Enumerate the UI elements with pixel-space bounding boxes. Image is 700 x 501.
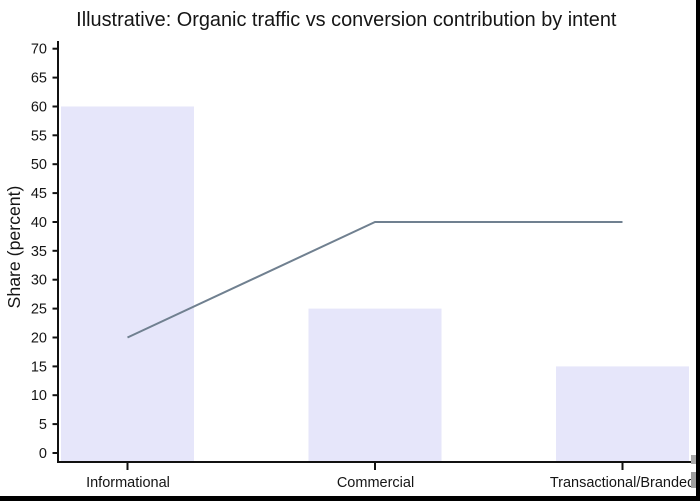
svg-text:65: 65 [31, 71, 47, 87]
svg-text:25: 25 [31, 302, 47, 318]
svg-text:15: 15 [31, 359, 47, 375]
svg-text:30: 30 [31, 273, 47, 289]
svg-text:60: 60 [31, 100, 47, 116]
svg-text:Illustrative: Organic traffic: Illustrative: Organic traffic vs convers… [76, 9, 617, 31]
svg-text:40: 40 [31, 215, 47, 231]
svg-text:Transactional/Branded: Transactional/Branded [550, 475, 695, 491]
svg-text:5: 5 [39, 417, 47, 433]
svg-text:55: 55 [31, 128, 47, 144]
svg-text:Share (percent): Share (percent) [4, 186, 24, 309]
svg-text:Informational: Informational [86, 475, 170, 491]
svg-text:50: 50 [31, 157, 47, 173]
svg-text:10: 10 [31, 388, 47, 404]
svg-text:Commercial: Commercial [337, 475, 414, 491]
svg-text:70: 70 [31, 42, 47, 58]
svg-text:35: 35 [31, 244, 47, 260]
svg-text:0: 0 [39, 446, 47, 462]
svg-text:20: 20 [31, 331, 47, 347]
svg-text:45: 45 [31, 186, 47, 202]
